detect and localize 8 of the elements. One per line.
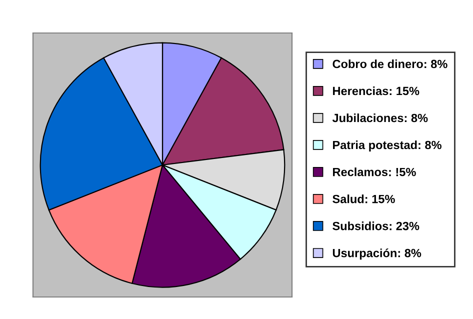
legend-label: Reclamos: !5% xyxy=(333,168,416,176)
legend-label: Salud: 15% xyxy=(332,194,395,204)
legend-label: Usurpación: 8% xyxy=(332,248,422,260)
legend-label: Subsidios: 23% xyxy=(332,222,420,230)
legend-label: Herencias: 15% xyxy=(333,86,420,96)
legend-label: Cobro de dinero: 8% xyxy=(332,59,448,68)
legend-label: Patria potestad: 8% xyxy=(333,140,442,152)
legend-label: Jubilaciones: 8% xyxy=(332,114,428,122)
